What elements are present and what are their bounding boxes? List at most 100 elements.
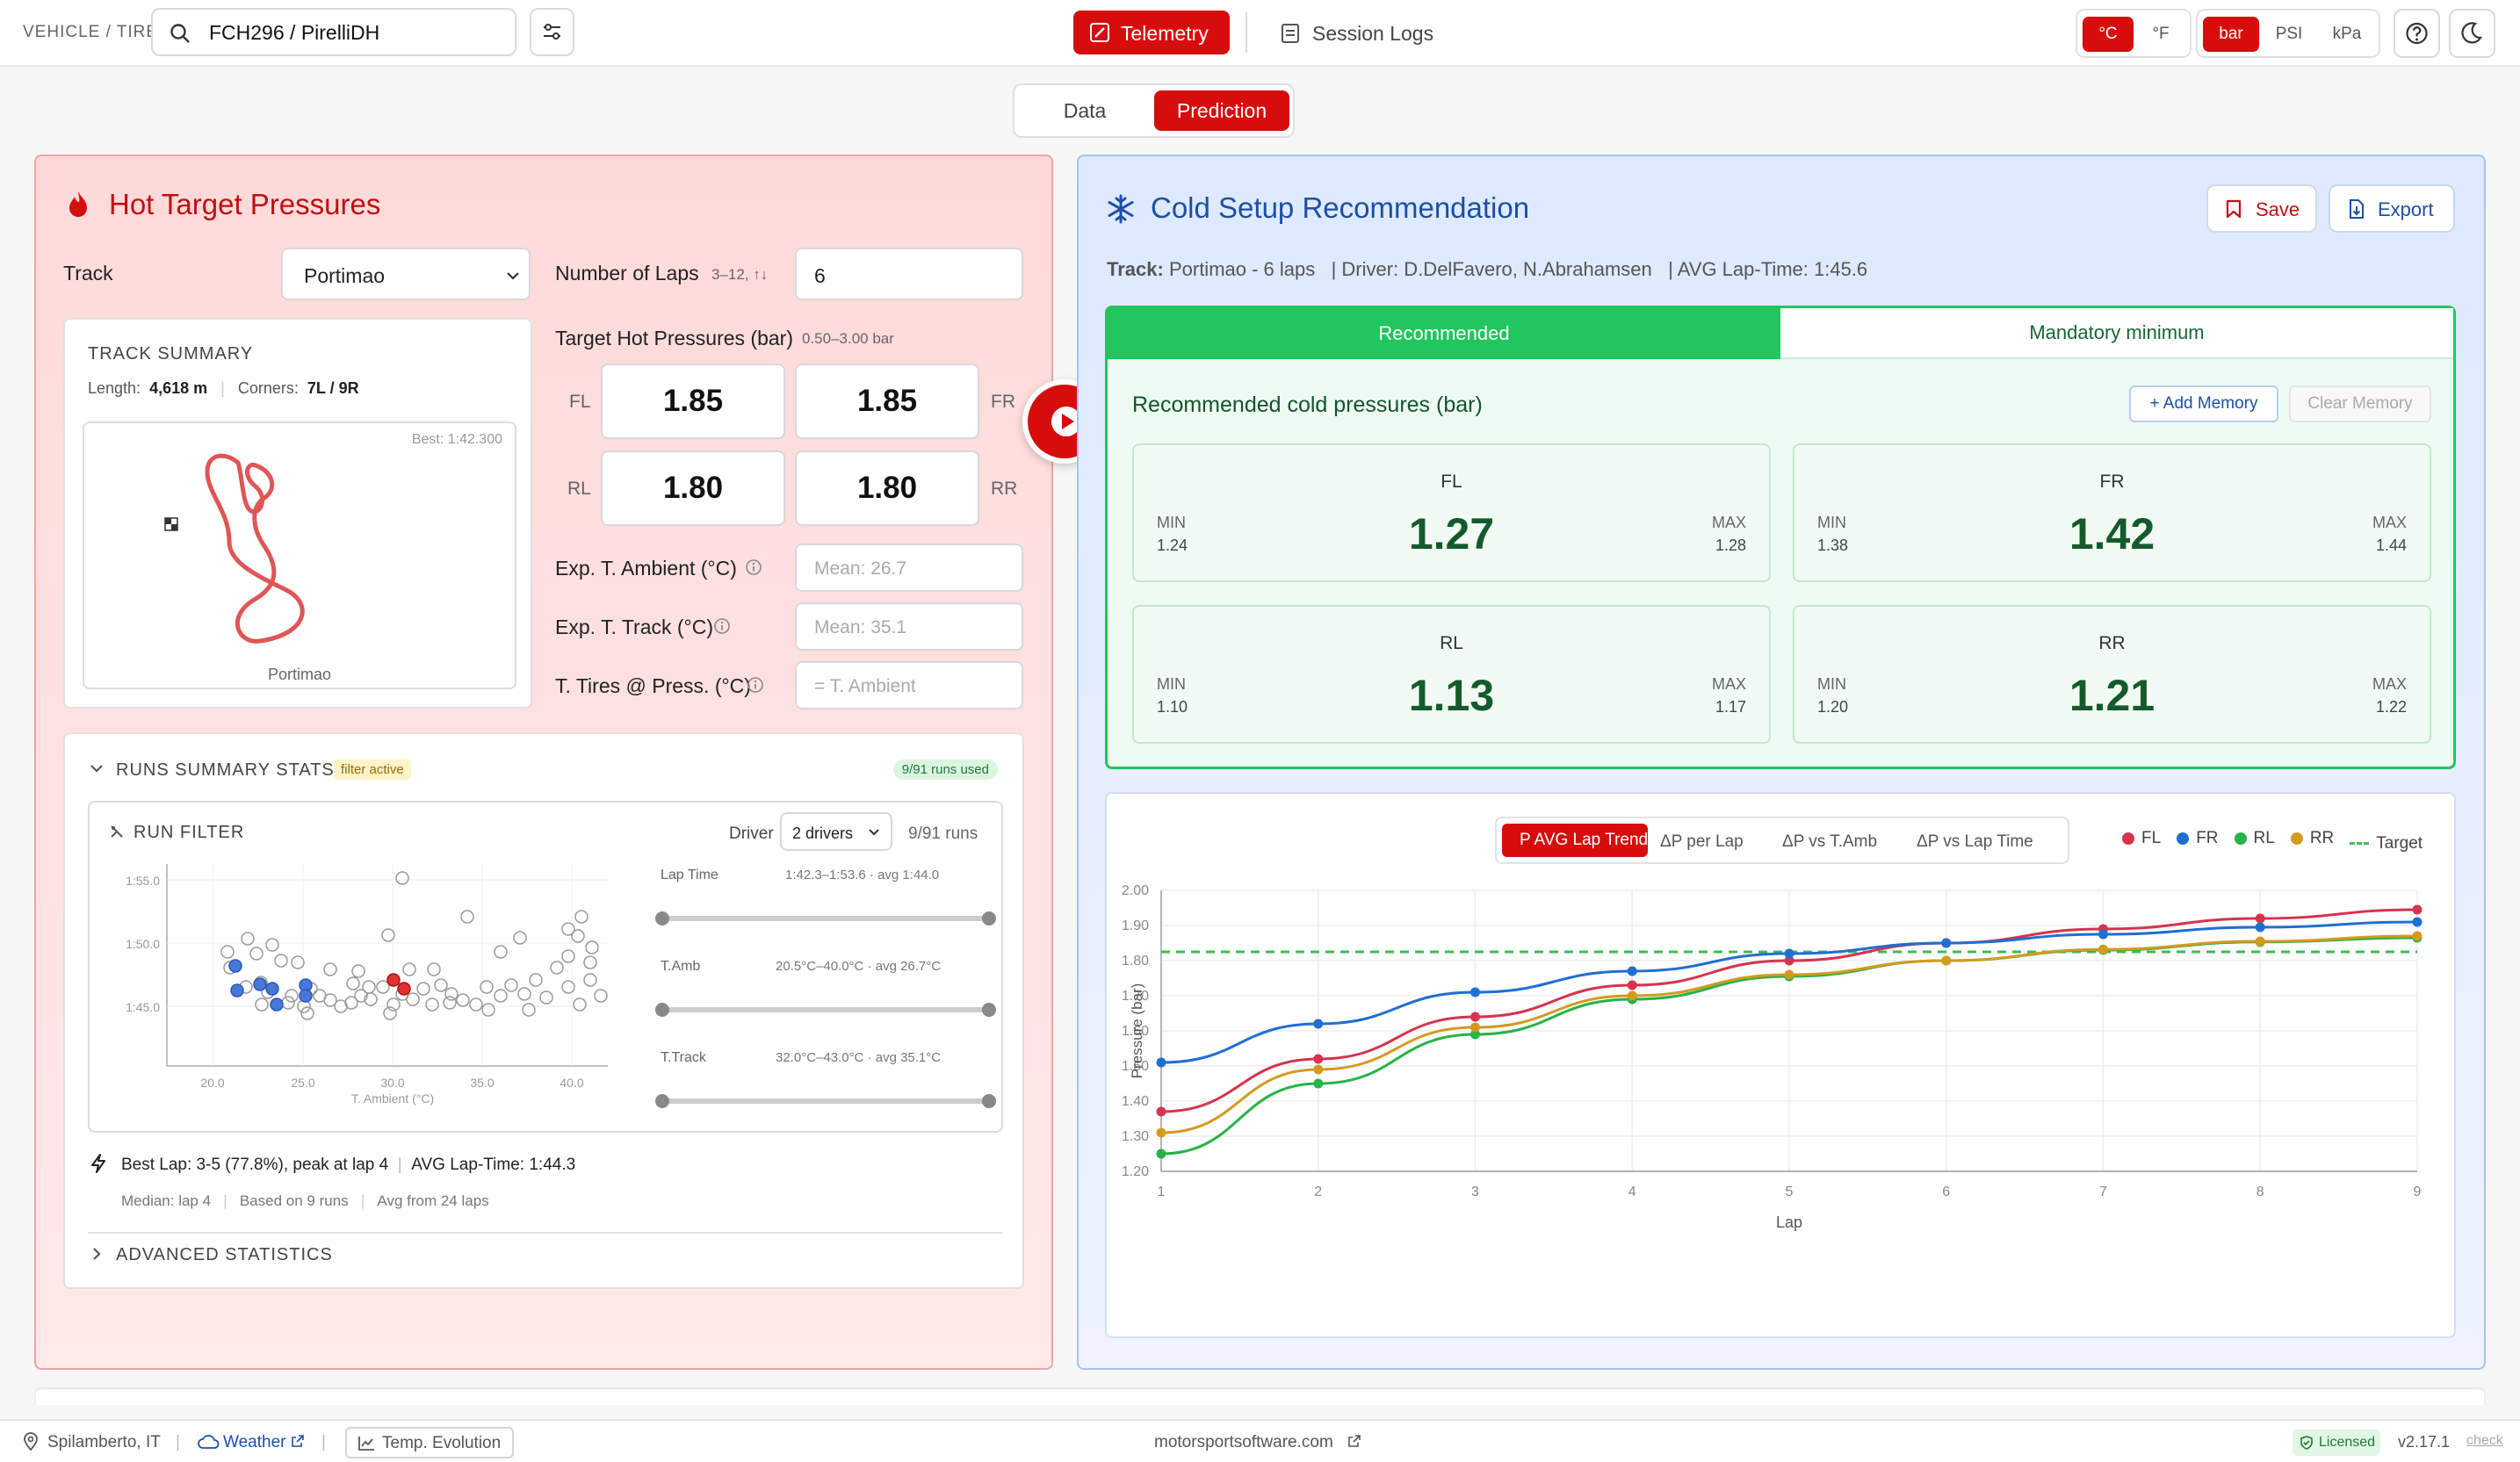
ttrack-slider-handle-max[interactable] (982, 1094, 996, 1108)
filter-icon (111, 825, 123, 838)
data-point-rr[interactable] (1784, 969, 1794, 980)
unit-fahrenheit[interactable]: °F (2152, 25, 2170, 43)
driver-select[interactable]: 2 drivers (780, 812, 892, 851)
data-point-rl[interactable] (1470, 1029, 1480, 1040)
tab-recommended[interactable]: Recommended (1108, 308, 1780, 359)
ttrack-slider[interactable] (662, 1098, 991, 1104)
tamb-slider[interactable] (662, 1007, 991, 1012)
data-point-fr[interactable] (2255, 922, 2265, 933)
legend-item-rr[interactable]: RR (2290, 829, 2334, 848)
hot-pressure-rl[interactable]: 1.80 (601, 450, 785, 526)
data-point-rr[interactable] (1627, 990, 1637, 1001)
laps-input[interactable]: 6 (795, 248, 1023, 300)
data-point-fr[interactable] (1941, 938, 1952, 948)
legend-item-target[interactable]: Target (2350, 834, 2423, 853)
ambient-input[interactable]: Mean: 26.7 (795, 544, 1023, 592)
scatter-run-point (480, 980, 494, 994)
filter-settings-button[interactable] (530, 8, 574, 56)
tires-temp-input[interactable]: = T. Ambient (795, 661, 1023, 709)
data-point-fr[interactable] (2098, 929, 2108, 940)
legend-item-fl[interactable]: FL (2122, 829, 2161, 848)
info-icon[interactable] (713, 617, 731, 635)
tab-prediction[interactable]: Prediction (1154, 90, 1289, 131)
track-outline (164, 453, 305, 644)
chevron-down-icon[interactable] (90, 763, 104, 774)
scatter-run-point (469, 997, 483, 1012)
clear-memory-button[interactable]: Clear Memory (2289, 385, 2431, 422)
data-point-rr[interactable] (2255, 936, 2265, 947)
data-point-fl[interactable] (1156, 1106, 1166, 1117)
tamb-slider-handle-min[interactable] (655, 1003, 669, 1017)
data-point-fl[interactable] (1313, 1054, 1324, 1064)
telemetry-nav-button[interactable]: Telemetry (1073, 11, 1230, 54)
unit-psi[interactable]: PSI (2275, 25, 2303, 43)
legend-label: RL (2253, 829, 2275, 847)
data-point-fl[interactable] (1470, 1012, 1480, 1022)
advanced-statistics-toggle[interactable]: ADVANCED STATISTICS (116, 1245, 333, 1264)
data-point-fr[interactable] (1156, 1057, 1166, 1068)
data-point-fl[interactable] (1627, 980, 1637, 990)
runs-summary-title[interactable]: RUNS SUMMARY STATS (116, 760, 335, 780)
data-point-fl[interactable] (1784, 955, 1794, 966)
scatter-run-point (494, 945, 508, 959)
data-point-fr[interactable] (1627, 966, 1637, 976)
legend-label: Target (2376, 833, 2423, 853)
data-point-rr[interactable] (2098, 944, 2108, 954)
data-point-rr[interactable] (1941, 955, 1952, 966)
chart-tab-per-lap[interactable]: ΔP per Lap (1660, 832, 1744, 851)
ttrack-slider-handle-min[interactable] (655, 1094, 669, 1108)
scatter-run-point (395, 871, 409, 885)
chart-tab-lap-trend[interactable]: P AVG Lap Trend (1502, 824, 1648, 857)
laptime-slider-handle-max[interactable] (982, 911, 996, 925)
data-point-fr[interactable] (1313, 1019, 1324, 1029)
unit-kpa[interactable]: kPa (2332, 25, 2362, 43)
theme-toggle-button[interactable] (2449, 9, 2495, 58)
data-point-fr[interactable] (2412, 917, 2423, 927)
laptime-slider-handle-min[interactable] (655, 911, 669, 925)
check-updates-link[interactable]: check (2466, 1433, 2503, 1448)
weather-link[interactable]: Weather (223, 1433, 286, 1451)
data-point-rr[interactable] (1470, 1022, 1480, 1033)
export-button[interactable]: Export (2329, 184, 2455, 233)
data-point-fl[interactable] (2412, 904, 2423, 915)
scatter-selected-point (270, 997, 284, 1012)
data-point-fr[interactable] (1470, 987, 1480, 997)
track-temp-input[interactable]: Mean: 35.1 (795, 602, 1023, 651)
data-point-rr[interactable] (1156, 1127, 1166, 1138)
chevron-right-icon[interactable] (91, 1247, 102, 1261)
temp-evolution-button[interactable]: Temp. Evolution (345, 1427, 514, 1458)
data-point-fr[interactable] (1784, 948, 1794, 959)
track-select[interactable]: Portimao (281, 248, 531, 300)
data-point-rl[interactable] (1313, 1078, 1324, 1089)
website-link[interactable]: motorsportsoftware.com (1154, 1433, 1333, 1451)
tamb-slider-handle-max[interactable] (982, 1003, 996, 1017)
info-icon[interactable] (745, 558, 762, 576)
edit-icon (1090, 23, 1109, 42)
scatter-run-point (561, 922, 575, 936)
vehicle-search-input[interactable]: FCH296 / PirelliDH (151, 8, 516, 56)
data-point-rr[interactable] (2412, 931, 2423, 941)
unit-bar[interactable]: bar (2203, 17, 2259, 52)
save-button[interactable]: Save (2206, 184, 2317, 233)
data-point-rl[interactable] (1156, 1149, 1166, 1159)
hot-pressure-rr[interactable]: 1.80 (795, 450, 979, 526)
hot-pressure-fr[interactable]: 1.85 (795, 364, 979, 439)
scatter-run-point (281, 996, 295, 1010)
scatter-run-point (561, 980, 575, 994)
data-point-fl[interactable] (2255, 913, 2265, 924)
hot-pressure-fl[interactable]: 1.85 (601, 364, 785, 439)
info-icon[interactable] (747, 676, 764, 694)
laptime-slider[interactable] (662, 916, 991, 921)
data-point-rr[interactable] (1313, 1064, 1324, 1075)
scatter-run-point (323, 993, 337, 1007)
help-button[interactable] (2394, 9, 2440, 58)
legend-item-fr[interactable]: FR (2177, 829, 2219, 848)
session-logs-nav-button[interactable]: Session Logs (1281, 11, 1439, 54)
tab-data[interactable]: Data (1063, 98, 1107, 122)
chart-tab-vs-laptime[interactable]: ΔP vs Lap Time (1917, 832, 2033, 851)
add-memory-button[interactable]: + Add Memory (2129, 385, 2278, 422)
tab-mandatory-minimum[interactable]: Mandatory minimum (1780, 308, 2453, 359)
chart-tab-vs-tamb[interactable]: ΔP vs T.Amb (1782, 832, 1878, 851)
unit-celsius[interactable]: °C (2083, 17, 2134, 52)
legend-item-rl[interactable]: RL (2234, 829, 2275, 848)
